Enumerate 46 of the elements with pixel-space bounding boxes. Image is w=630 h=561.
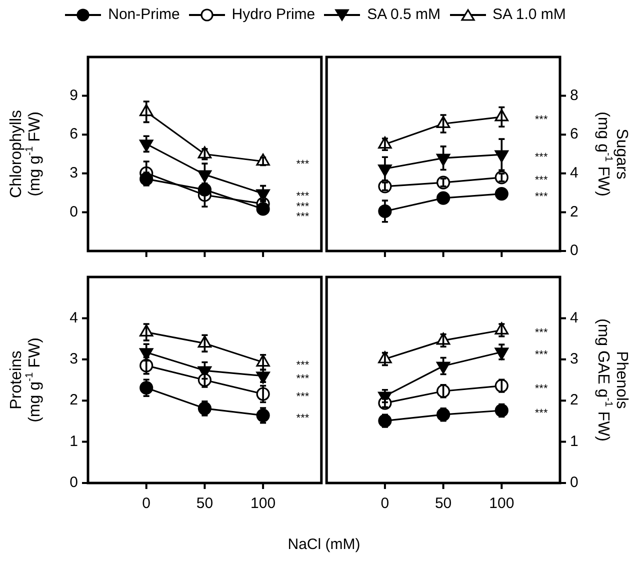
y-tick-label: 0 xyxy=(70,203,78,220)
annotation: *** xyxy=(534,382,548,395)
annotation: *** xyxy=(296,158,310,170)
annotation: *** xyxy=(296,412,310,424)
annotation: *** xyxy=(534,152,548,164)
x-tick-label: 100 xyxy=(489,495,514,512)
x-tick-label: 100 xyxy=(250,495,276,512)
x-tick-label: 0 xyxy=(142,495,151,512)
annotation: *** xyxy=(296,190,310,203)
x-tick-label: 50 xyxy=(434,495,452,512)
annotation: *** xyxy=(534,327,548,340)
y-tick-label: 9 xyxy=(70,86,78,104)
y-tick-label: 3 xyxy=(70,350,78,368)
annotation: *** xyxy=(534,190,548,203)
y2-tick-label: 8 xyxy=(570,86,578,104)
legend-label: SA 1.0 mM xyxy=(492,6,566,23)
y2-tick-label: 2 xyxy=(570,392,578,409)
y2-tick-label: 4 xyxy=(570,164,578,182)
annotation: *** xyxy=(534,408,548,420)
y2-tick-label: 6 xyxy=(570,126,578,143)
y2-tick-label: 3 xyxy=(570,350,578,368)
y-tick-label: 3 xyxy=(70,164,78,182)
x-tick-label: 0 xyxy=(380,495,390,512)
y-tick-label: 6 xyxy=(70,126,78,143)
y2-tick-label: 0 xyxy=(570,242,578,260)
y2-tick-label: 4 xyxy=(570,309,578,326)
legend-label: Hydro Prime xyxy=(232,6,316,23)
y-tick-label: 0 xyxy=(70,474,78,492)
y2-tick-label: 1 xyxy=(570,432,578,450)
legend-label: SA 0.5 mM xyxy=(367,6,441,23)
annotation: *** xyxy=(534,349,548,362)
y2-tick-label: 2 xyxy=(570,203,578,220)
x-tick-label: 50 xyxy=(196,495,214,512)
annotation: *** xyxy=(296,391,310,404)
x-axis-title: NaCl (mM) xyxy=(286,536,362,553)
annotation: *** xyxy=(296,200,310,213)
annotation: *** xyxy=(296,372,310,385)
y2-tick-label: 0 xyxy=(570,474,578,492)
legend-label: Non-Prime xyxy=(108,6,180,23)
annotation: *** xyxy=(296,359,310,372)
annotation: *** xyxy=(534,114,548,126)
annotation: *** xyxy=(296,210,310,223)
y-tick-label: 1 xyxy=(70,432,78,450)
y-tick-label: 2 xyxy=(70,392,78,409)
y-tick-label: 4 xyxy=(70,309,78,326)
annotation: *** xyxy=(534,174,548,187)
